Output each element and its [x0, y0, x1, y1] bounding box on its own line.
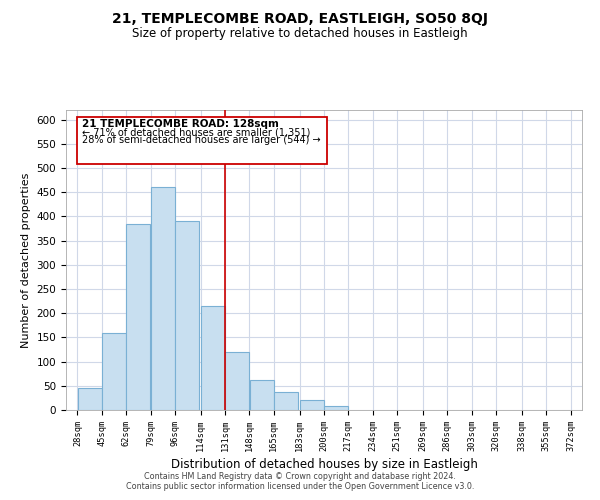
- Bar: [274, 392, 298, 410]
- Bar: [201, 306, 225, 410]
- Text: Contains public sector information licensed under the Open Government Licence v3: Contains public sector information licen…: [126, 482, 474, 491]
- Bar: [77, 388, 101, 410]
- Text: Contains HM Land Registry data © Crown copyright and database right 2024.: Contains HM Land Registry data © Crown c…: [144, 472, 456, 481]
- X-axis label: Distribution of detached houses by size in Eastleigh: Distribution of detached houses by size …: [170, 458, 478, 471]
- Text: ← 71% of detached houses are smaller (1,351): ← 71% of detached houses are smaller (1,…: [82, 128, 310, 138]
- Bar: [250, 380, 274, 410]
- Y-axis label: Number of detached properties: Number of detached properties: [21, 172, 31, 348]
- Bar: [324, 406, 348, 410]
- Bar: [226, 352, 249, 410]
- Text: Size of property relative to detached houses in Eastleigh: Size of property relative to detached ho…: [132, 28, 468, 40]
- Bar: [151, 188, 175, 410]
- Bar: [127, 224, 151, 410]
- Text: 28% of semi-detached houses are larger (544) →: 28% of semi-detached houses are larger (…: [82, 135, 320, 145]
- Text: 21 TEMPLECOMBE ROAD: 128sqm: 21 TEMPLECOMBE ROAD: 128sqm: [82, 119, 278, 129]
- Text: 21, TEMPLECOMBE ROAD, EASTLEIGH, SO50 8QJ: 21, TEMPLECOMBE ROAD, EASTLEIGH, SO50 8Q…: [112, 12, 488, 26]
- Bar: [175, 222, 199, 410]
- Bar: [102, 332, 126, 410]
- FancyBboxPatch shape: [77, 117, 327, 164]
- Bar: [300, 400, 324, 410]
